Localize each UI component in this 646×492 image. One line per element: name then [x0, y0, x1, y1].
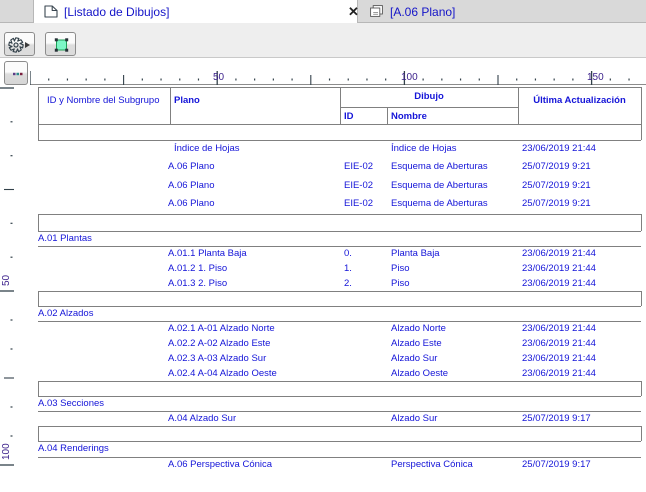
svg-text:50: 50: [213, 72, 225, 83]
svg-text:100: 100: [401, 72, 418, 83]
svg-text:100: 100: [1, 443, 12, 460]
svg-text:50: 50: [1, 274, 12, 286]
svg-text:150: 150: [587, 72, 604, 83]
